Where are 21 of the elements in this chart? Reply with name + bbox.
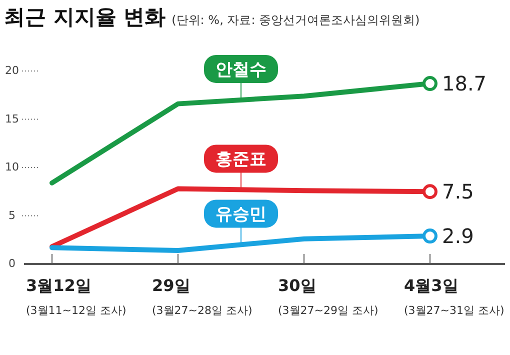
chart-title: 최근 지지율 변화 <box>4 5 166 29</box>
y-tick-label: 0 <box>8 257 16 270</box>
x-tick-label: 3월12일 <box>26 276 92 295</box>
data-label: 7.5 <box>442 180 474 204</box>
text: (3월27~29일 조사) <box>278 304 378 317</box>
x-tick-label: 30일 <box>278 276 316 295</box>
series-label: 홍준표 <box>216 150 266 170</box>
text: (3월11~12일 조사) <box>26 304 126 317</box>
text: (3월27~31일 조사) <box>404 304 504 317</box>
y-tick-label: 15 <box>5 112 19 126</box>
chart-subtitle: (단위: %, 자료: 중앙선거여론조사심의위원회) <box>172 13 420 27</box>
y-tick-label: 20 <box>5 64 19 78</box>
y-tick-label: 10 <box>5 160 19 174</box>
x-tick-label: 29일 <box>152 276 190 295</box>
data-label: 2.9 <box>442 224 474 248</box>
series-label: 안철수 <box>216 60 266 80</box>
text: (3월27~28일 조사) <box>152 304 252 317</box>
data-label: 18.7 <box>442 72 487 96</box>
x-tick-label: 4월3일 <box>404 276 458 295</box>
y-tick-label: 5 <box>8 208 16 222</box>
series-label: 유승민 <box>216 204 266 225</box>
